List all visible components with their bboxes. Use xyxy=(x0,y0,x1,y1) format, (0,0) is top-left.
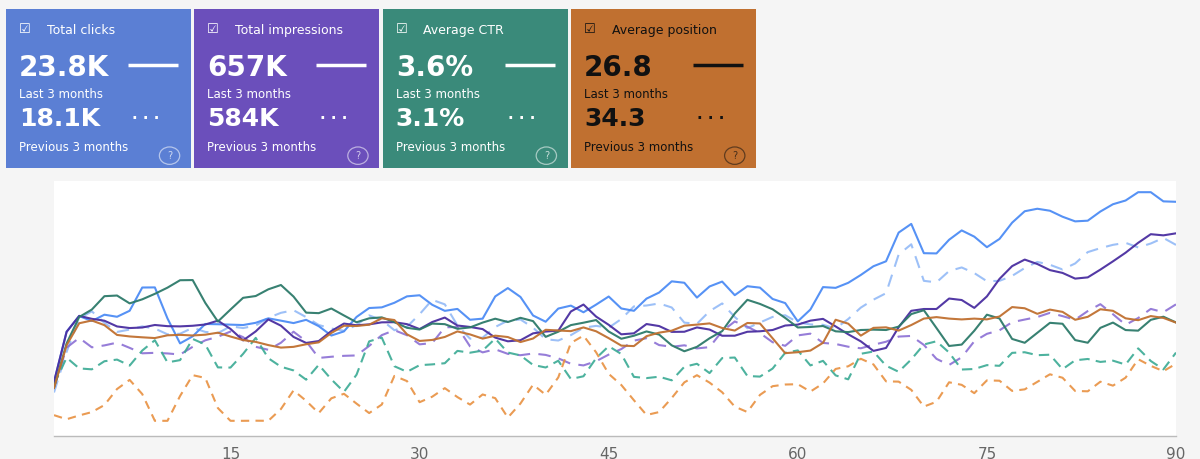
Text: 23.8K: 23.8K xyxy=(19,54,109,82)
Text: Last 3 months: Last 3 months xyxy=(19,88,103,101)
Text: Total clicks: Total clicks xyxy=(47,24,115,37)
Text: · · ·: · · · xyxy=(132,112,160,126)
Text: Average position: Average position xyxy=(612,24,716,37)
Text: ?: ? xyxy=(355,151,360,161)
Text: 26.8: 26.8 xyxy=(584,54,653,82)
Text: 584K: 584K xyxy=(208,107,278,131)
Text: ?: ? xyxy=(544,151,548,161)
Text: Previous 3 months: Previous 3 months xyxy=(584,140,694,154)
Text: · · ·: · · · xyxy=(697,112,725,126)
Text: 18.1K: 18.1K xyxy=(19,107,100,131)
Text: Previous 3 months: Previous 3 months xyxy=(208,140,317,154)
Text: Last 3 months: Last 3 months xyxy=(208,88,292,101)
Text: 657K: 657K xyxy=(208,54,287,82)
Text: ☑: ☑ xyxy=(396,23,408,36)
Text: Average CTR: Average CTR xyxy=(424,24,504,37)
Text: ☑: ☑ xyxy=(584,23,596,36)
Text: · · ·: · · · xyxy=(509,112,536,126)
Text: · · ·: · · · xyxy=(320,112,348,126)
Text: Previous 3 months: Previous 3 months xyxy=(19,140,128,154)
Text: Last 3 months: Last 3 months xyxy=(396,88,480,101)
Text: ?: ? xyxy=(732,151,737,161)
Text: Last 3 months: Last 3 months xyxy=(584,88,668,101)
Text: ☑: ☑ xyxy=(208,23,220,36)
Text: 3.6%: 3.6% xyxy=(396,54,473,82)
Text: ☑: ☑ xyxy=(19,23,31,36)
Text: Total impressions: Total impressions xyxy=(235,24,343,37)
Text: 3.1%: 3.1% xyxy=(396,107,464,131)
Text: ?: ? xyxy=(167,151,172,161)
Text: Previous 3 months: Previous 3 months xyxy=(396,140,505,154)
Text: 34.3: 34.3 xyxy=(584,107,646,131)
